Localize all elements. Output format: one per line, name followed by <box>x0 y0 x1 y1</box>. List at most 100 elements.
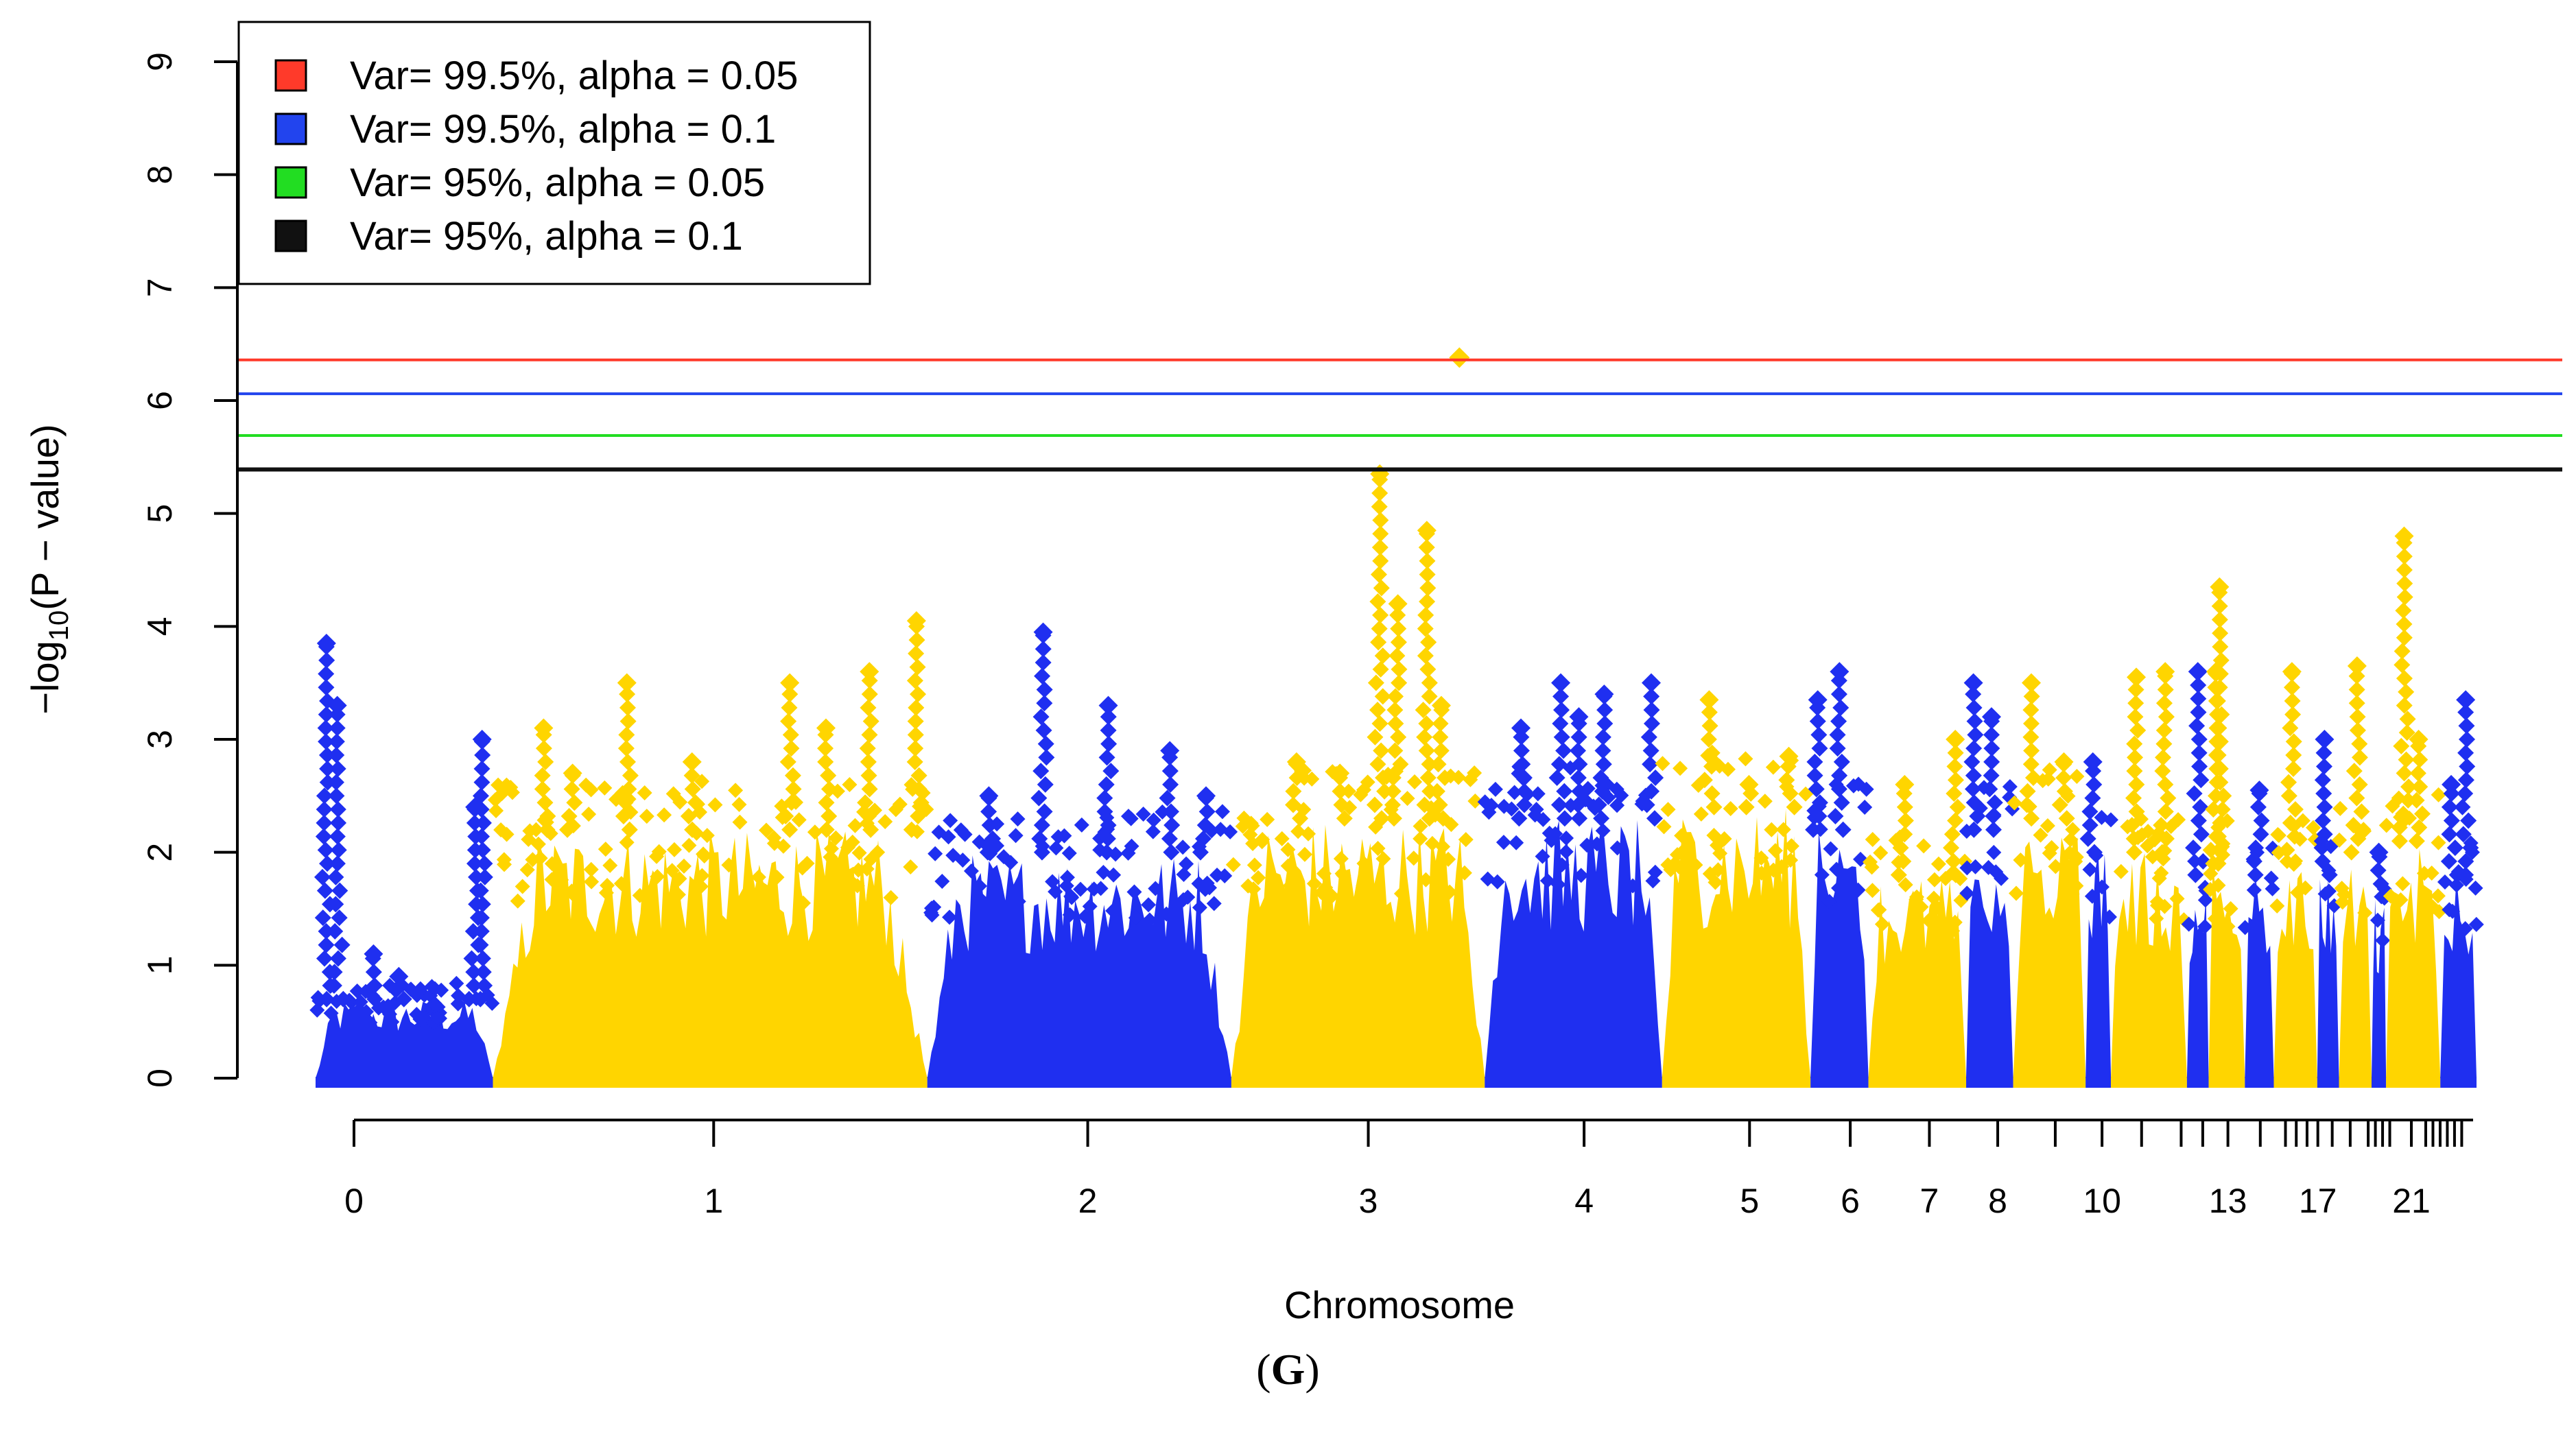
snp-point <box>908 699 925 716</box>
snp-peak <box>816 718 836 738</box>
y-tick-label: 9 <box>141 52 179 71</box>
snp-peak <box>534 718 554 738</box>
snp-point <box>318 936 335 953</box>
snp-point <box>427 997 443 1013</box>
snp-point <box>2055 769 2072 786</box>
snp-point <box>984 830 1002 847</box>
snp-point <box>1030 789 1048 807</box>
snp-point <box>1757 794 1773 809</box>
snp-point <box>860 807 877 824</box>
snp-point <box>696 848 712 864</box>
snp-point <box>2398 724 2415 741</box>
snp-point <box>2022 756 2040 773</box>
snp-point <box>1705 798 1723 815</box>
snp-point <box>1431 796 1448 813</box>
snp-point <box>2457 853 2474 870</box>
snp-point <box>694 868 710 883</box>
snp-point <box>1356 856 1372 872</box>
snp-peak <box>2369 842 2389 862</box>
snp-point <box>825 853 841 868</box>
snp-point <box>2187 853 2203 869</box>
snp-point <box>1496 835 1511 850</box>
snp-point <box>335 990 352 1008</box>
snp-point <box>519 862 535 878</box>
snp-point <box>1553 728 1570 746</box>
chromosome-band-9 <box>2007 673 2086 1088</box>
band-baseline <box>927 1077 1231 1088</box>
snp-point <box>617 740 635 757</box>
snp-point <box>759 822 775 838</box>
snp-point <box>460 990 477 1008</box>
snp-point <box>2248 921 2264 937</box>
snp-point <box>1552 715 1569 732</box>
snp-point <box>1555 742 1572 759</box>
chromosome-band-14 <box>2237 780 2280 1088</box>
snp-point <box>1516 783 1533 800</box>
snp-point <box>975 904 991 920</box>
snp-point <box>619 686 636 703</box>
band-mass <box>1662 809 1811 1078</box>
snp-point <box>615 807 632 824</box>
x-tick-label: 7 <box>1920 1182 1939 1220</box>
snp-point <box>2409 765 2426 782</box>
snp-peak <box>1388 594 1408 614</box>
snp-point <box>2157 681 2174 698</box>
snp-point <box>473 922 490 940</box>
snp-point <box>2396 765 2413 782</box>
snp-point <box>1556 783 1573 800</box>
snp-point <box>2282 814 2299 831</box>
snp-point <box>1417 606 1434 623</box>
snp-point <box>567 889 583 905</box>
snp-point <box>1290 824 1306 839</box>
snp-point <box>1102 763 1120 780</box>
snp-point <box>1553 702 1570 719</box>
snp-point <box>1260 811 1275 827</box>
snp-point <box>2332 800 2348 816</box>
snp-point <box>664 863 680 879</box>
snp-peak <box>2282 662 2302 682</box>
snp-point <box>2023 810 2040 827</box>
snp-point <box>1161 830 1178 847</box>
snp-point <box>1105 903 1121 918</box>
snp-point <box>2265 881 2280 896</box>
snp-point <box>1038 749 1055 766</box>
snp-peak <box>1739 774 1759 794</box>
snp-point <box>1037 776 1054 793</box>
snp-point <box>2411 778 2429 796</box>
snp-point <box>2457 921 2473 937</box>
snp-point <box>2395 876 2411 892</box>
band-mass <box>2111 853 2187 1078</box>
snp-point <box>1660 857 1676 872</box>
chromosome-band-2 <box>923 622 1238 1088</box>
snp-point <box>1643 715 1660 732</box>
snp-point <box>2051 796 2068 813</box>
snp-point <box>907 740 924 757</box>
snp-point <box>469 882 486 899</box>
snp-point <box>1609 840 1625 856</box>
snp-point <box>1968 859 1983 874</box>
snp-point <box>860 767 877 784</box>
snp-point <box>1033 844 1050 861</box>
snp-point <box>1373 810 1391 827</box>
snp-point <box>2187 866 2204 883</box>
snp-point <box>621 821 638 838</box>
snp-point <box>2383 888 2398 904</box>
snp-point <box>751 869 766 885</box>
snp-point <box>1385 810 1402 827</box>
snp-point <box>2400 791 2417 809</box>
snp-point <box>1061 846 1077 861</box>
snp-point <box>534 767 551 784</box>
snp-point <box>799 855 815 871</box>
snp-point <box>2079 830 2096 847</box>
snp-point <box>2210 747 2227 764</box>
snp-point <box>2314 853 2331 870</box>
snp-point <box>473 774 491 791</box>
snp-point <box>2457 866 2474 883</box>
snp-point <box>1841 891 1856 907</box>
snp-point <box>2063 832 2079 848</box>
snp-point <box>317 842 334 859</box>
snp-point <box>2395 602 2412 619</box>
snp-point <box>1716 831 1732 846</box>
chromosome-band-6 <box>1805 662 1874 1088</box>
snp-point <box>1511 810 1528 827</box>
